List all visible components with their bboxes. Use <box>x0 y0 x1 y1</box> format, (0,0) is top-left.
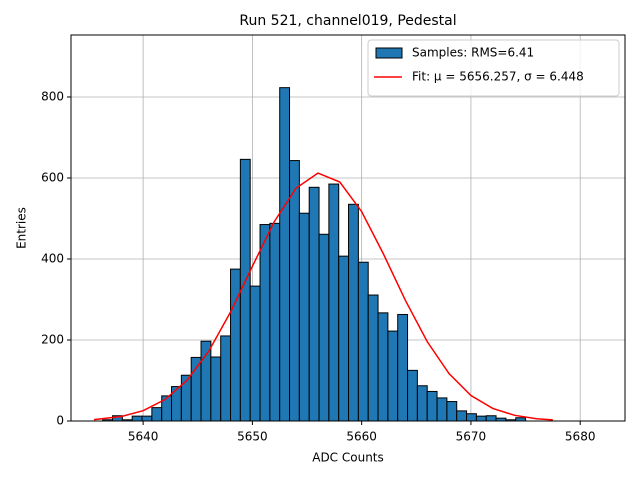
bar <box>466 413 477 422</box>
bar <box>446 401 458 422</box>
bar <box>367 294 379 422</box>
bar <box>289 160 300 422</box>
bar <box>456 410 468 422</box>
bar <box>387 330 399 422</box>
bar <box>308 186 320 422</box>
bar <box>200 340 212 422</box>
y-tick-label: 400 <box>41 251 64 265</box>
y-tick-label: 800 <box>41 89 64 103</box>
legend-label: Samples: RMS=6.41 <box>412 46 534 60</box>
bar <box>338 255 350 422</box>
bar <box>318 233 330 422</box>
bar <box>131 415 143 422</box>
bar <box>475 415 487 422</box>
axes-frame <box>70 34 626 422</box>
x-tick-label: 5680 <box>565 430 596 444</box>
bar <box>141 415 153 422</box>
bar <box>348 203 359 422</box>
bar <box>239 158 251 422</box>
bar <box>249 285 261 422</box>
bar <box>426 390 438 422</box>
fit-line <box>93 172 553 421</box>
bar <box>180 374 192 422</box>
bar <box>220 335 232 422</box>
bar <box>230 268 241 422</box>
y-tick-label: 600 <box>41 170 64 184</box>
x-tick-label: 5640 <box>128 430 159 444</box>
x-tick-label: 5660 <box>346 430 377 444</box>
bar <box>269 222 281 422</box>
y-tick-label: 0 <box>56 414 64 428</box>
legend-swatch <box>375 47 403 59</box>
x-axis-label: ADC Counts <box>312 451 384 465</box>
bar <box>357 261 369 422</box>
legend-label: Fit: μ = 5656.257, σ = 6.448 <box>412 70 584 84</box>
bar <box>279 87 291 422</box>
x-tick-label: 5650 <box>237 430 268 444</box>
y-axis-label: Entries <box>15 207 29 249</box>
y-tick-label: 200 <box>41 332 64 346</box>
bar <box>397 313 409 422</box>
bar <box>485 415 497 422</box>
bar <box>328 183 340 422</box>
bar <box>151 407 163 422</box>
bar <box>436 397 448 422</box>
chart-title: Run 521, channel019, Pedestal <box>239 13 456 29</box>
bar <box>210 356 222 422</box>
legend-box <box>367 39 620 97</box>
x-tick-label: 5670 <box>456 430 487 444</box>
bar <box>416 385 428 422</box>
bar <box>377 312 389 422</box>
bar <box>407 369 418 422</box>
bar <box>298 212 310 422</box>
bar <box>259 224 271 422</box>
